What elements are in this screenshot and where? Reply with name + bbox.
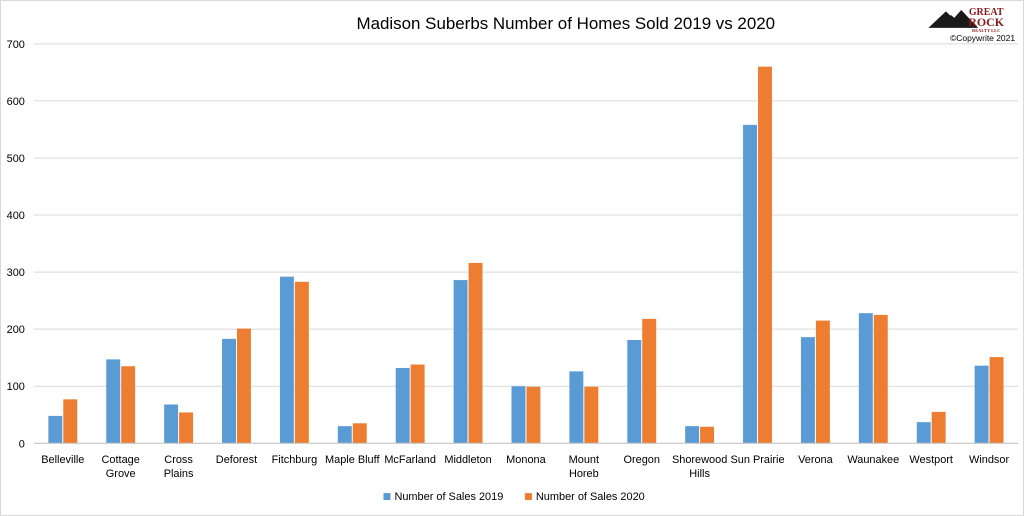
legend-label-2020: Number of Sales 2020 xyxy=(536,491,645,503)
x-tick-label-8: Monona xyxy=(506,454,546,466)
logo-text-rock: ROCK xyxy=(968,15,1005,29)
mountain-snow-icon xyxy=(945,10,955,16)
x-tick-label-12: Sun Prairie xyxy=(730,454,784,466)
x-tick-label-11: Shorewood Hills xyxy=(672,454,727,480)
logo-text-great: GREAT xyxy=(969,7,1004,18)
bar-2019-14 xyxy=(858,313,873,444)
bar-2020-13 xyxy=(815,320,830,444)
gridlines xyxy=(33,43,1019,387)
bar-2019-10 xyxy=(627,339,642,444)
copyright-text: ©Copywrite 2021 xyxy=(950,33,1015,43)
bar-2020-5 xyxy=(352,423,367,444)
bar-2020-8 xyxy=(526,386,541,444)
bar-2020-15 xyxy=(931,411,946,444)
bar-2020-1 xyxy=(121,366,136,444)
x-tick-label-7: Middleton xyxy=(444,454,491,466)
y-tick-label-500: 500 xyxy=(7,153,25,165)
bar-2019-0 xyxy=(48,415,63,444)
legend-swatch-2019 xyxy=(383,493,391,501)
legend-label-2019: Number of Sales 2019 xyxy=(394,491,503,503)
bar-2019-13 xyxy=(800,337,815,444)
bar-2020-14 xyxy=(873,314,888,444)
x-tick-label-16: Windsor xyxy=(969,454,1009,466)
bar-2020-0 xyxy=(63,399,78,444)
x-tick-label-1: Cottage Grove xyxy=(102,454,140,480)
y-tick-label-200: 200 xyxy=(7,324,25,336)
bar-2019-11 xyxy=(685,426,700,444)
bar-2019-15 xyxy=(916,422,931,444)
legend-swatch-2020 xyxy=(524,493,532,501)
bar-2020-16 xyxy=(989,357,1004,444)
x-tick-label-0: Belleville xyxy=(41,454,84,466)
y-axis: 0 100 200 300 400 500 600 700 xyxy=(7,39,25,450)
bar-2019-9 xyxy=(569,371,584,444)
y-tick-label-400: 400 xyxy=(7,210,25,222)
y-tick-label-300: 300 xyxy=(7,267,25,279)
bar-2020-7 xyxy=(468,262,483,444)
bar-2020-10 xyxy=(642,318,657,444)
x-tick-label-14: Waunakee xyxy=(847,454,899,466)
x-tick-label-15: Westport xyxy=(909,454,953,466)
bar-2020-2 xyxy=(179,412,194,444)
x-axis: Belleville Cottage Grove Cross Plains Defores… xyxy=(33,442,1019,480)
bar-2019-4 xyxy=(279,276,294,444)
bar-2019-5 xyxy=(337,426,352,444)
x-tick-label-10: Oregon xyxy=(623,454,659,466)
x-tick-label-9: Mount Horeb xyxy=(569,454,599,480)
bars xyxy=(48,66,1004,444)
bar-2019-16 xyxy=(974,365,989,444)
x-tick-label-2: Cross Plains xyxy=(164,454,194,480)
bar-2019-8 xyxy=(511,386,526,444)
mountain-logo-icon xyxy=(928,9,979,28)
bar-2019-3 xyxy=(222,338,236,444)
bar-2020-6 xyxy=(410,364,425,444)
bar-2020-12 xyxy=(758,66,772,444)
y-tick-label-600: 600 xyxy=(7,96,25,108)
y-tick-label-0: 0 xyxy=(19,438,25,450)
y-tick-label-100: 100 xyxy=(7,381,25,393)
x-tick-label-4: Fitchburg xyxy=(272,454,318,466)
x-tick-label-6: McFarland xyxy=(384,454,436,466)
chart-title: Madison Suberbs Number of Homes Sold 201… xyxy=(357,14,776,33)
bar-2020-11 xyxy=(700,426,715,444)
bar-2019-6 xyxy=(395,367,410,444)
x-tick-label-5: Maple Bluff xyxy=(325,454,380,466)
y-tick-label-700: 700 xyxy=(7,39,25,51)
bar-2019-12 xyxy=(743,124,758,444)
great-rock-logo: GREAT ROCK REALTY LLC ©Copywrite 2021 xyxy=(928,7,1015,43)
bar-2020-3 xyxy=(236,328,251,444)
x-tick-label-13: Verona xyxy=(798,454,834,466)
bar-2019-1 xyxy=(106,359,121,444)
bar-2020-9 xyxy=(584,386,599,444)
bar-2019-7 xyxy=(453,280,468,444)
legend: Number of Sales 2019 Number of Sales 202… xyxy=(383,491,645,503)
bar-2019-2 xyxy=(164,404,179,444)
logo-text-realty: REALTY LLC xyxy=(972,28,1000,33)
bar-2020-4 xyxy=(294,281,309,444)
x-tick-label-3: Deforest xyxy=(216,454,257,466)
